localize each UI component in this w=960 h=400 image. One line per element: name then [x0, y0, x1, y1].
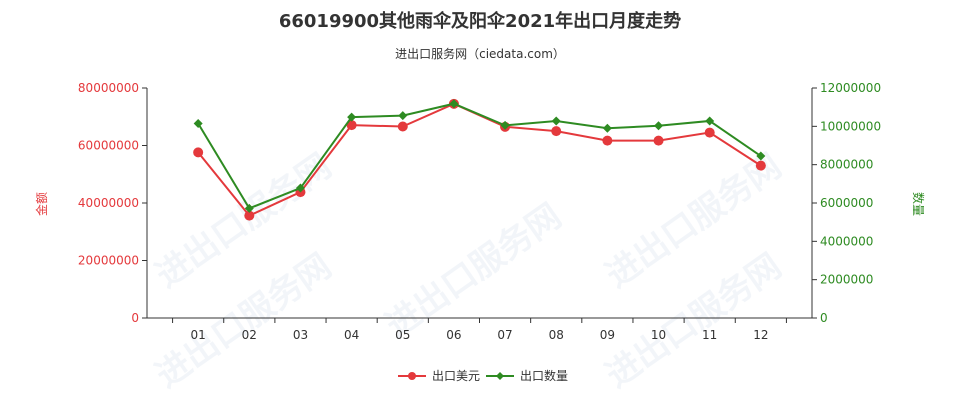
data-point-quantity [500, 120, 510, 130]
legend-swatch-marker [408, 372, 416, 380]
left-tick-label: 80000000 [78, 81, 139, 95]
left-tick-label: 40000000 [78, 196, 139, 210]
data-point-quantity [295, 183, 305, 193]
data-point-quantity [602, 123, 612, 133]
right-tick-label: 2000000 [820, 273, 873, 287]
x-tick-label: 06 [446, 328, 461, 342]
legend-item[interactable]: 出口美元 [398, 369, 480, 383]
left-tick-label: 0 [131, 311, 139, 325]
data-point-amount [193, 147, 204, 158]
right-axis-label: 数量 [911, 192, 926, 216]
x-tick-label: 02 [242, 328, 257, 342]
series-line [197, 102, 762, 210]
data-point-amount [244, 210, 255, 221]
data-point-amount [602, 135, 613, 146]
data-point-amount [704, 127, 715, 138]
right-tick-label: 4000000 [820, 234, 873, 248]
x-tick-label: 01 [191, 328, 206, 342]
data-point-quantity [551, 116, 561, 126]
legend-item[interactable]: 出口数量 [486, 368, 568, 383]
data-point-quantity [398, 111, 408, 121]
x-tick-label: 09 [600, 328, 615, 342]
x-tick-label: 07 [497, 328, 512, 342]
left-axis-label: 金额 [34, 192, 49, 216]
legend-label: 出口美元 [432, 369, 480, 383]
left-tick-label: 60000000 [78, 139, 139, 153]
right-tick-label: 8000000 [820, 158, 873, 172]
x-tick-label: 05 [395, 328, 410, 342]
data-point-amount [653, 135, 664, 146]
right-tick-label: 6000000 [820, 196, 873, 210]
x-tick-label: 08 [549, 328, 564, 342]
legend-swatch-marker [496, 372, 504, 380]
data-point-amount [551, 126, 562, 137]
data-point-quantity [193, 118, 203, 128]
right-tick-label: 0 [820, 311, 828, 325]
data-point-amount [346, 120, 357, 131]
legend: 出口美元 出口数量 [398, 368, 568, 383]
x-axis-ticks: 01 02 03 04 05 06 07 08 09 10 11 12 [172, 318, 787, 342]
x-tick-label: 10 [651, 328, 666, 342]
data-point-quantity [244, 203, 254, 213]
series-right [193, 99, 766, 213]
data-point-quantity [347, 112, 357, 122]
data-point-amount [397, 121, 408, 132]
data-point-quantity [654, 121, 664, 131]
right-axis-ticks: 0 2000000 4000000 6000000 8000000 10000000 120… [812, 81, 881, 325]
x-tick-label: 03 [293, 328, 308, 342]
data-point-quantity [449, 99, 459, 109]
x-tick-label: 04 [344, 328, 359, 342]
series-layer [193, 98, 766, 221]
chart-title: 66019900其他雨伞及阳伞2021年出口月度走势 [279, 10, 681, 32]
data-point-quantity [756, 151, 766, 161]
data-point-quantity [705, 116, 715, 126]
chart-subtitle: 进出口服务网（ciedata.com） [395, 46, 565, 61]
right-tick-label: 10000000 [820, 119, 881, 133]
data-point-amount [755, 160, 766, 171]
left-axis-ticks: 0 20000000 40000000 60000000 80000000 [78, 81, 147, 325]
left-tick-label: 20000000 [78, 254, 139, 268]
watermark-text: 进出口服务网 [379, 196, 569, 346]
x-tick-label: 11 [702, 328, 717, 342]
legend-label: 出口数量 [520, 368, 568, 383]
series-left [193, 98, 766, 221]
right-tick-label: 12000000 [820, 81, 881, 95]
x-tick-label: 12 [753, 328, 768, 342]
